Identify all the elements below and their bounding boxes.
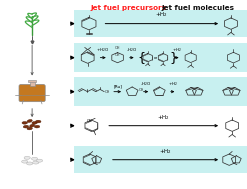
Text: +H$_2$: +H$_2$: [155, 11, 168, 19]
Text: -H$_2$O: -H$_2$O: [126, 47, 137, 54]
Ellipse shape: [36, 120, 41, 123]
Text: +H$_2$O: +H$_2$O: [97, 47, 110, 54]
Text: {: {: [138, 51, 146, 64]
Text: OH: OH: [139, 88, 144, 92]
Bar: [30, 81, 35, 86]
Text: +H$_2$: +H$_2$: [159, 147, 172, 156]
Text: [Ru]: [Ru]: [113, 84, 122, 88]
Bar: [74, 10, 247, 37]
Ellipse shape: [32, 122, 37, 124]
Ellipse shape: [29, 124, 35, 127]
Text: OH: OH: [115, 53, 121, 57]
Ellipse shape: [37, 159, 42, 162]
Text: Jet fuel precursors: Jet fuel precursors: [90, 5, 166, 11]
Text: -H$_2$O: -H$_2$O: [140, 81, 152, 88]
Text: }: }: [169, 51, 177, 64]
FancyBboxPatch shape: [19, 84, 45, 102]
Bar: [74, 77, 247, 106]
Text: +H$_2$: +H$_2$: [172, 47, 182, 54]
Ellipse shape: [22, 160, 28, 163]
Ellipse shape: [23, 125, 29, 128]
Bar: [74, 146, 247, 174]
Bar: [74, 43, 247, 72]
Text: Jet fuel molecules: Jet fuel molecules: [161, 5, 234, 11]
Ellipse shape: [34, 125, 40, 128]
Ellipse shape: [27, 127, 32, 130]
Ellipse shape: [26, 162, 33, 165]
Ellipse shape: [27, 120, 32, 122]
Text: OH: OH: [105, 90, 110, 94]
Ellipse shape: [22, 122, 27, 124]
Bar: [28, 80, 36, 82]
Text: OH: OH: [87, 119, 93, 123]
Text: +H$_2$: +H$_2$: [157, 113, 170, 122]
Text: or: or: [154, 56, 158, 60]
Ellipse shape: [32, 157, 38, 160]
Ellipse shape: [24, 156, 30, 159]
Ellipse shape: [33, 161, 39, 164]
Text: OH: OH: [115, 46, 120, 50]
Text: +H$_2$: +H$_2$: [167, 81, 178, 88]
